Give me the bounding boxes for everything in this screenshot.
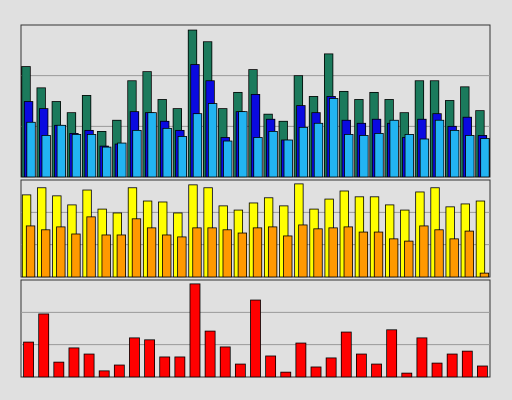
bar <box>192 227 202 278</box>
bar <box>389 119 399 178</box>
bar <box>177 136 188 178</box>
bar <box>298 224 308 278</box>
bar <box>446 353 458 378</box>
bar <box>431 362 443 378</box>
bar <box>146 227 157 278</box>
bar <box>343 226 353 278</box>
bar <box>207 227 217 278</box>
bar <box>449 238 459 278</box>
bar <box>26 121 36 178</box>
bar <box>162 127 172 178</box>
bar <box>389 238 399 278</box>
bar <box>359 135 369 178</box>
bar <box>116 234 126 278</box>
bar <box>129 337 140 378</box>
bar <box>189 283 201 378</box>
bar <box>298 126 309 178</box>
bar <box>234 363 246 378</box>
bar <box>252 227 263 278</box>
bar <box>25 225 36 278</box>
bar <box>98 370 110 378</box>
bar <box>268 130 278 178</box>
bar <box>86 216 96 278</box>
bar <box>371 363 382 378</box>
bar <box>419 225 429 278</box>
bar <box>356 353 367 378</box>
bar <box>71 233 81 278</box>
bar <box>219 346 231 378</box>
bar <box>192 113 203 178</box>
bar <box>328 227 338 278</box>
bar <box>313 228 323 278</box>
bar <box>267 226 278 278</box>
bar <box>159 356 171 378</box>
bar <box>374 133 384 178</box>
bar <box>465 135 475 178</box>
bar <box>237 232 248 278</box>
bar <box>102 146 112 178</box>
bar <box>117 142 127 178</box>
bar <box>83 353 95 378</box>
bar <box>56 124 66 178</box>
bar <box>68 347 80 378</box>
bar <box>328 98 339 178</box>
bar <box>283 235 293 278</box>
bar <box>86 134 97 178</box>
bar <box>358 231 369 278</box>
bar <box>38 313 50 378</box>
bar <box>477 365 488 378</box>
bar <box>101 234 111 278</box>
bar <box>344 134 354 178</box>
bar <box>310 366 322 378</box>
bar <box>56 226 66 278</box>
bar <box>464 230 474 278</box>
bar <box>222 229 232 278</box>
bar <box>71 134 82 178</box>
bar <box>250 299 261 378</box>
bar <box>223 140 233 178</box>
bar <box>131 218 142 278</box>
bar <box>450 129 460 178</box>
bar <box>144 339 155 378</box>
bar <box>253 137 263 178</box>
bar <box>265 355 277 378</box>
bar <box>404 134 414 178</box>
bar <box>480 138 490 178</box>
bar <box>419 138 430 178</box>
bar <box>238 111 248 178</box>
bar <box>113 364 125 378</box>
bar <box>147 112 157 178</box>
bar <box>434 119 445 178</box>
bar <box>434 229 444 278</box>
bar <box>132 129 142 178</box>
bar <box>174 356 186 378</box>
bar <box>283 139 293 178</box>
bar <box>295 342 307 378</box>
bar <box>416 337 428 378</box>
bar <box>401 372 413 378</box>
bar <box>177 236 187 278</box>
bar <box>280 371 292 378</box>
bar <box>313 122 324 178</box>
bar <box>53 361 65 378</box>
bar <box>386 329 398 378</box>
bar <box>23 341 34 378</box>
bar <box>204 330 216 378</box>
bar <box>461 350 473 378</box>
bar <box>162 234 172 278</box>
bar <box>479 272 490 278</box>
bar <box>340 331 352 378</box>
bar <box>373 231 384 278</box>
bar <box>41 229 51 278</box>
bar <box>41 135 51 178</box>
bar <box>475 200 486 278</box>
bar <box>325 357 337 378</box>
bar <box>404 240 414 278</box>
bar <box>207 103 218 178</box>
